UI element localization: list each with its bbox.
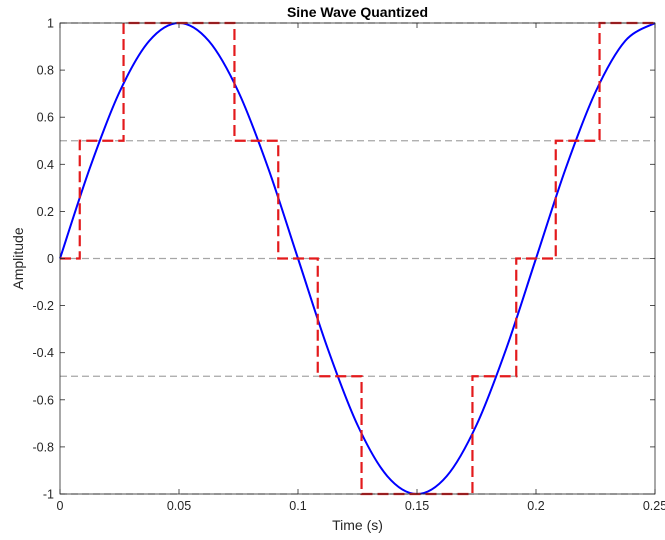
y-tick-label: 0.6 bbox=[37, 111, 54, 125]
x-tick-label: 0.15 bbox=[405, 499, 429, 513]
y-tick-label: 0.8 bbox=[37, 64, 54, 78]
y-axis-title: Amplitude bbox=[10, 227, 26, 289]
y-tick-label: -1 bbox=[43, 488, 54, 502]
x-axis: 0 0.05 0.1 0.15 0.2 0.25 bbox=[57, 23, 665, 513]
series-line-quantized bbox=[60, 21, 655, 496]
series-layer bbox=[59, 21, 656, 496]
y-axis: 1 0.8 0.6 0.4 0.2 0 -0.2 -0.4 -0.6 -0.8 -1 bbox=[32, 17, 655, 502]
y-tick-label: -0.2 bbox=[32, 299, 54, 313]
x-tick-label: 0.2 bbox=[527, 499, 544, 513]
x-tick-label: 0 bbox=[57, 499, 64, 513]
x-axis-title: Time (s) bbox=[332, 517, 383, 533]
x-tick-label: 0.25 bbox=[643, 499, 665, 513]
y-tick-label: 0 bbox=[47, 252, 54, 266]
y-tick-label: 0.2 bbox=[37, 205, 54, 219]
y-tick-label: -0.6 bbox=[32, 393, 54, 407]
x-tick-label: 0.05 bbox=[167, 499, 191, 513]
y-tick-label: -0.4 bbox=[32, 346, 54, 360]
y-tick-label: -0.8 bbox=[32, 440, 54, 454]
y-tick-label: 1 bbox=[47, 17, 54, 31]
y-tick-label: 0.4 bbox=[37, 158, 54, 172]
chart-title: Sine Wave Quantized bbox=[287, 4, 428, 20]
x-tick-label: 0.1 bbox=[289, 499, 306, 513]
